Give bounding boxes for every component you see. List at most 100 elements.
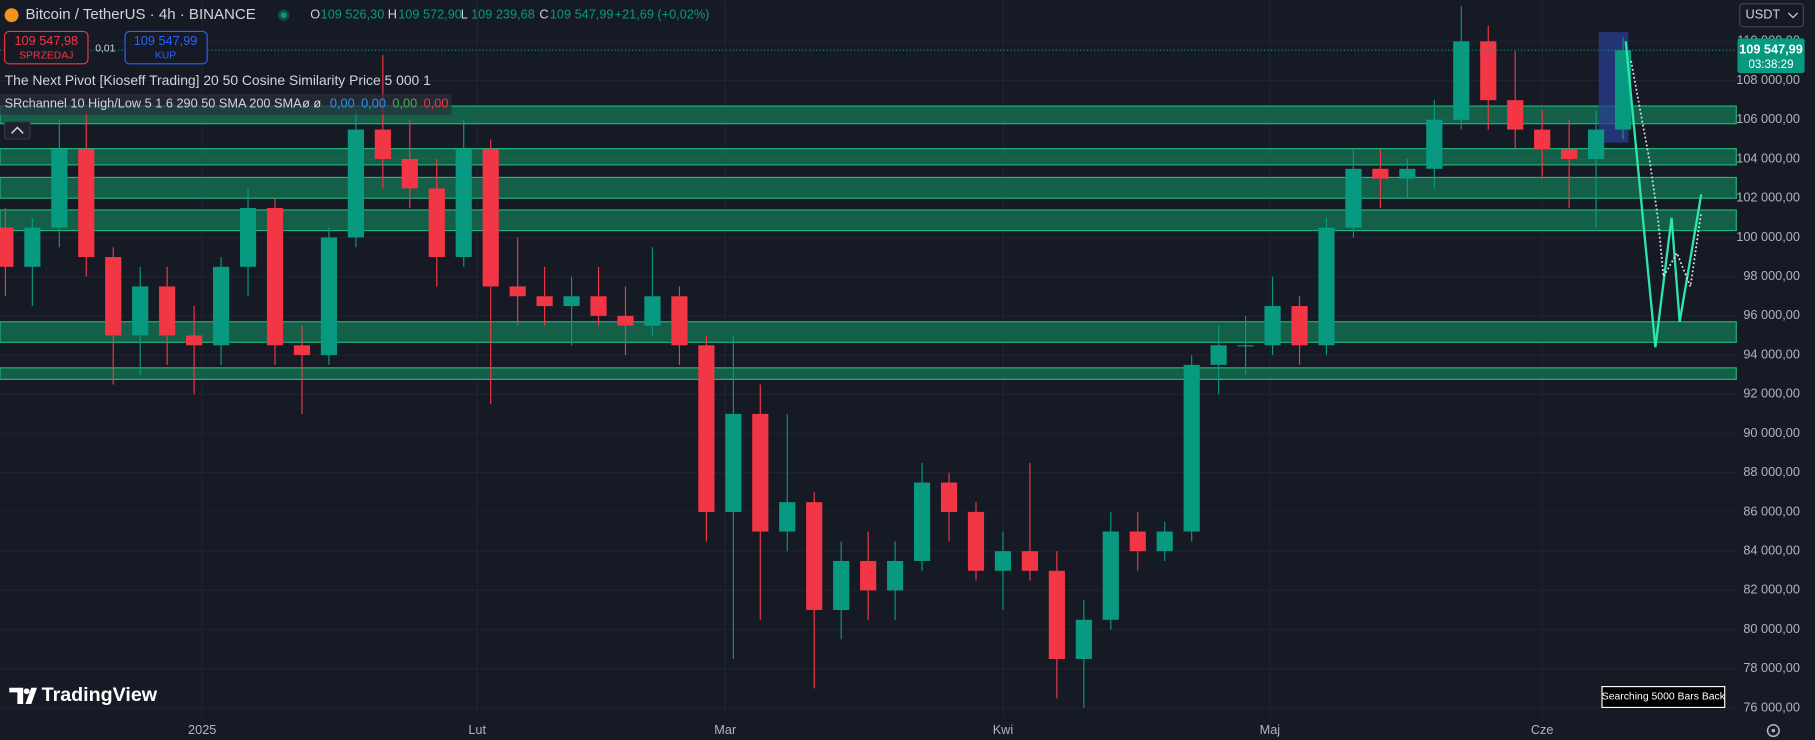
candle-body [266, 208, 284, 346]
indicator-2-bg [0, 93, 452, 115]
symbol-icon [4, 8, 19, 23]
candle-body [1237, 345, 1254, 347]
countdown: 03:38:29 [1749, 59, 1794, 71]
price-tag-value: 109 547,99 [1739, 41, 1803, 56]
candle-body [940, 482, 958, 512]
ohlc-value: 109 239,68 [471, 7, 535, 22]
candle-body [239, 208, 257, 267]
candle-body [401, 158, 418, 189]
y-tick-label: 100 000,00 [1736, 229, 1800, 244]
candle-body [698, 345, 715, 512]
candle-body [132, 286, 149, 336]
indicator-value: 0,00 [361, 96, 386, 111]
indicator-1[interactable]: The Next Pivot [Kioseff Trading] 20 50 C… [5, 72, 432, 88]
candle-body [428, 188, 445, 258]
candle-body [1129, 531, 1146, 552]
y-tick-label: 94 000,00 [1743, 346, 1800, 361]
sell-price: 109 547,98 [14, 33, 78, 48]
ohlc-label: H [388, 7, 397, 22]
candle-body [671, 296, 688, 346]
candle-body [1345, 168, 1362, 228]
candle-body [536, 296, 553, 307]
candle-body [212, 266, 230, 346]
candle-body [1318, 227, 1335, 346]
x-tick-label: Lut [468, 722, 486, 737]
candle-body [1453, 41, 1470, 120]
candle-body [1588, 129, 1605, 159]
y-tick-label: 96 000,00 [1743, 307, 1800, 322]
candle-body [779, 502, 796, 532]
ohlc-label: C [539, 7, 548, 22]
y-tick-label: 88 000,00 [1743, 464, 1800, 479]
x-tick-label: Mar [714, 722, 737, 737]
candle-body [1102, 531, 1119, 620]
candle-body [1075, 619, 1092, 660]
y-tick-label: 106 000,00 [1736, 111, 1800, 126]
sr-zone [0, 176, 1737, 199]
candle-body [320, 237, 338, 356]
candle-body [1480, 41, 1497, 101]
candle-body [293, 345, 311, 356]
spread: 0,01 [95, 44, 115, 55]
overlay: Bitcoin / TetherUS · 4h · BINANCE O 109 5… [0, 3, 1805, 738]
indicator-2-symbols: ø ø [302, 96, 321, 111]
change: +21,69 (+0,02%) [615, 7, 710, 22]
candle-body [967, 511, 985, 571]
logo-icon [9, 687, 38, 704]
ohlc-value: 109 547,99 [550, 7, 614, 22]
sell-button[interactable] [4, 30, 89, 65]
candle-body [617, 315, 634, 326]
buy-button[interactable] [124, 30, 208, 65]
y-tick-label: 92 000,00 [1743, 386, 1800, 401]
candle-body [752, 413, 769, 532]
symbol[interactable]: Bitcoin / TetherUS · 4h · BINANCE [25, 6, 255, 23]
candle-body [1614, 50, 1632, 130]
indicator-value: 0,00 [330, 96, 355, 111]
currency-select[interactable] [1739, 3, 1805, 28]
y-tick-label: 78 000,00 [1743, 660, 1800, 675]
ohlc-value: 109 526,30 [321, 7, 385, 22]
y-tick-label: 102 000,00 [1736, 190, 1800, 205]
candle-body [1183, 364, 1200, 532]
status: Searching 5000 Bars Back [1602, 692, 1726, 703]
y-tick-label: 86 000,00 [1743, 503, 1800, 518]
x-tick-label: Cze [1531, 722, 1554, 737]
candle-body [806, 502, 823, 610]
settings-icon-center [1771, 728, 1776, 733]
settings-icon[interactable] [1766, 724, 1780, 738]
candle-body [860, 560, 877, 591]
candle-body [1561, 149, 1578, 159]
sr-zone [0, 148, 1737, 166]
candle-body [1291, 306, 1308, 346]
sr-zone [0, 321, 1737, 343]
indicator-2[interactable]: SRchannel 10 High/Low 5 1 6 290 50 SMA 2… [5, 96, 302, 111]
y-tick-label: 108 000,00 [1736, 72, 1800, 87]
currency-chevron [1787, 12, 1799, 19]
y-tick-label: 98 000,00 [1743, 268, 1800, 283]
candle-body [0, 227, 14, 267]
sr-zone [0, 367, 1737, 380]
ohlc-label: L [461, 7, 468, 22]
candle-body [644, 296, 661, 326]
buy-price: 109 547,99 [134, 33, 198, 48]
candle-body [1372, 168, 1389, 179]
currency: USDT [1746, 7, 1781, 22]
sr-zone [0, 209, 1737, 232]
candle-body [887, 560, 904, 591]
candle-body [347, 129, 364, 238]
candle-body [994, 551, 1012, 571]
sell-label: SPRZEDAJ [19, 50, 73, 61]
logo[interactable]: TradingView [42, 684, 158, 706]
candle-body [590, 296, 607, 316]
ohlc: O 109 526,30 H 109 572,90L 109 239,68 C 109 54… [310, 7, 613, 22]
candle-body [725, 413, 742, 512]
candle-body [1534, 129, 1551, 150]
y-tick-label: 84 000,00 [1743, 543, 1800, 558]
ohlc-label: O [310, 7, 320, 22]
collapse-button[interactable] [4, 121, 31, 140]
y-tick-label: 76 000,00 [1743, 699, 1800, 714]
status-box [1601, 686, 1726, 708]
candle-body [51, 149, 68, 228]
